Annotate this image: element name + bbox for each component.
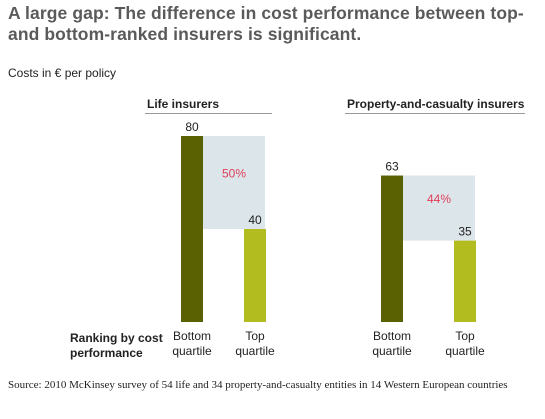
gap-percent-label-pc: 44% [427,192,451,206]
panel-title-life: Life insurers [147,97,220,111]
category-label-top-pc: Top quartile [445,329,485,358]
panel-rule-pc [345,113,525,114]
category-label-bottom-pc: Bottom quartile [372,329,412,358]
bar-bottom-quartile-pc [381,175,403,322]
value-label-top-life: 40 [248,213,262,227]
panel-title-pc: Property-and-casualty insurers [347,97,525,111]
ranking-row-label: Ranking by cost performance [70,331,190,361]
bar-top-quartile-pc [454,240,476,322]
bar-bottom-quartile-life [181,136,203,322]
source-note: Source: 2010 McKinsey survey of 54 life … [8,379,508,391]
value-label-top-pc: 35 [458,225,472,239]
chart-title: A large gap: The difference in cost perf… [8,3,524,44]
gap-region-life [203,136,265,229]
value-label-bottom-pc: 63 [385,160,399,174]
units-label: Costs in € per policy [8,66,117,80]
gap-percent-label-life: 50% [222,167,246,181]
value-label-bottom-life: 80 [185,120,199,134]
ranking-row-label-text: Ranking by cost performance [70,331,163,360]
bar-top-quartile-life [244,229,266,322]
panel-rule-life [145,113,272,114]
category-label-top-life: Top quartile [235,329,275,358]
category-label-bottom-life: Bottom quartile [172,329,212,358]
gap-region-pc [403,175,475,241]
